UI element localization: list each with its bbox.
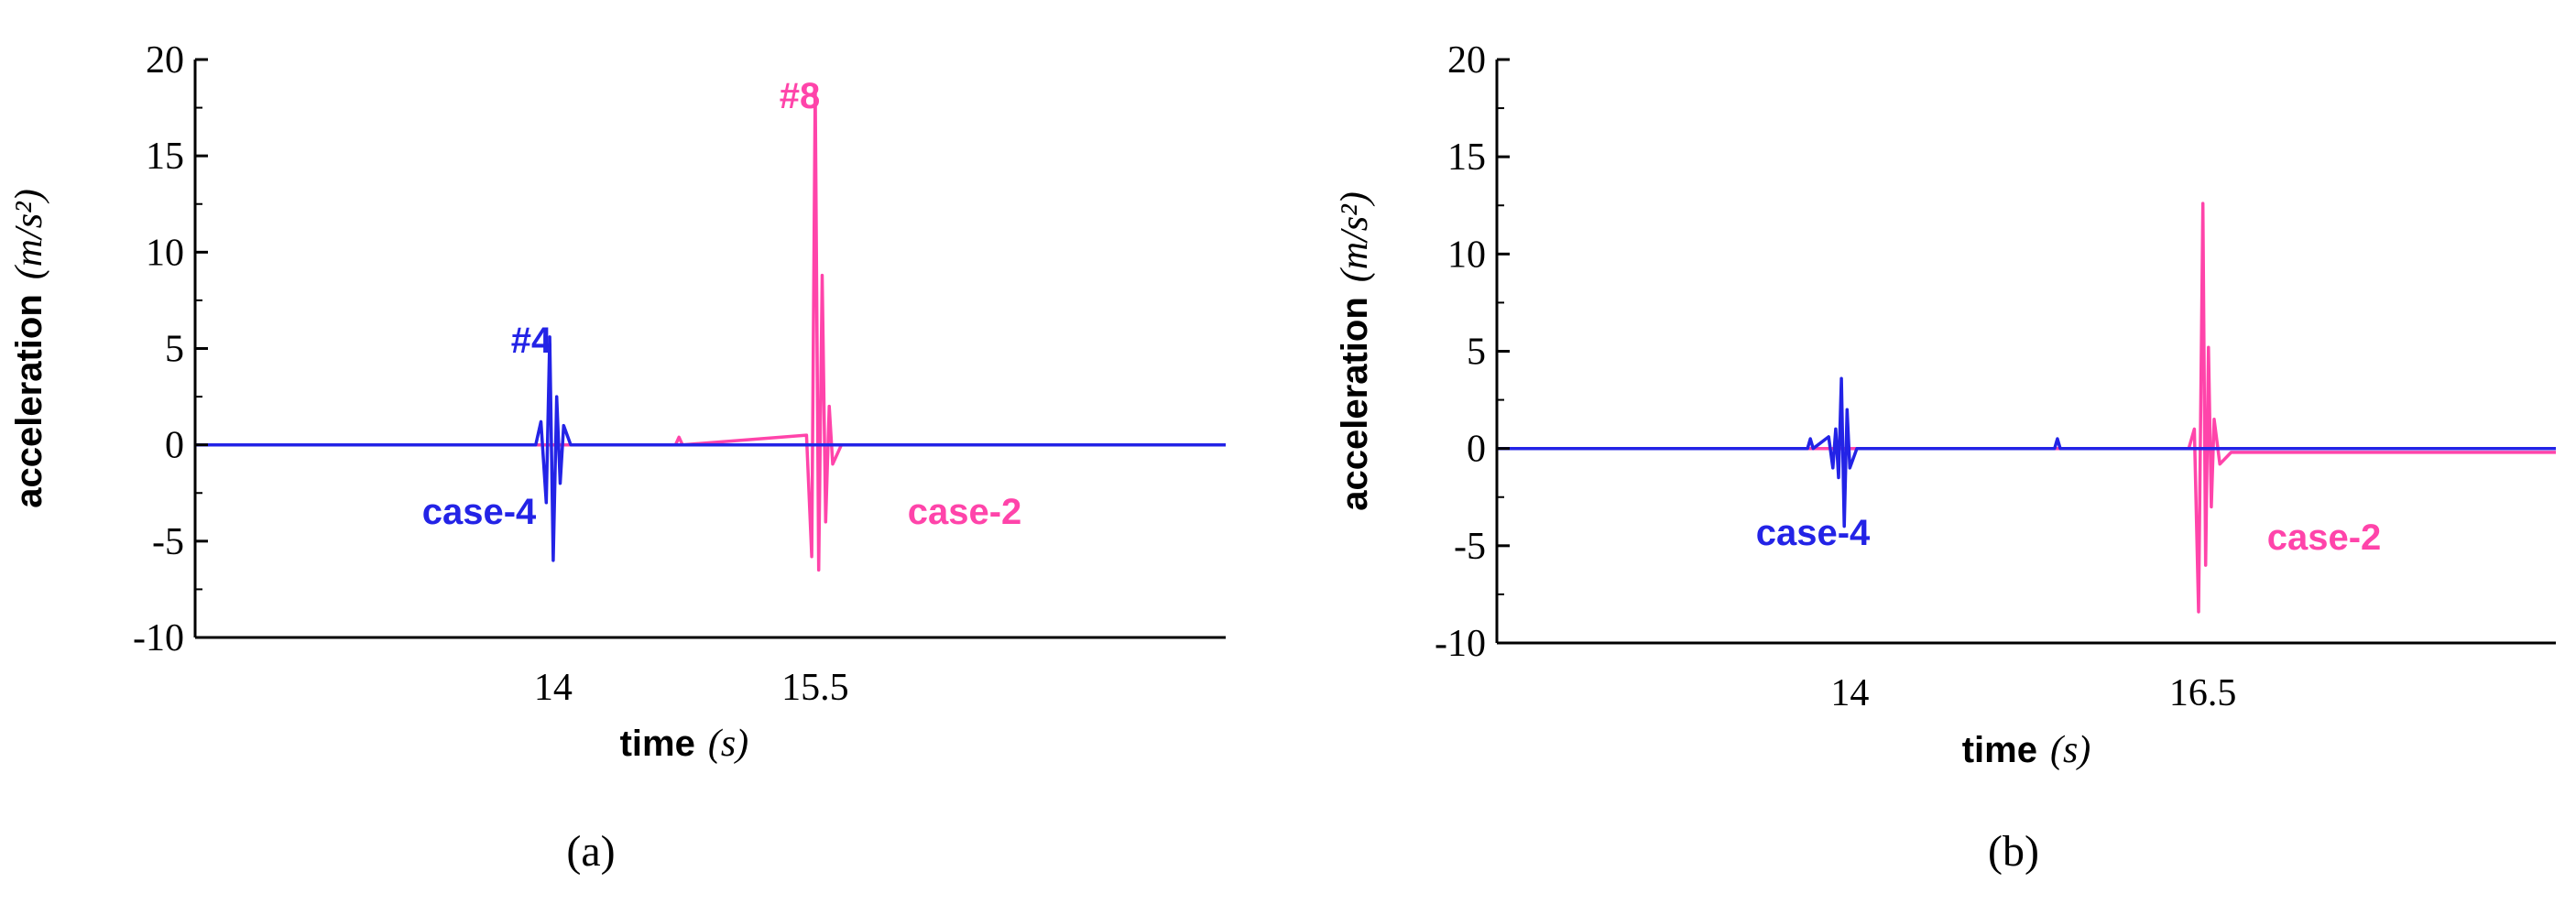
annotation-label: #4 — [511, 321, 552, 361]
y-tick-label: -5 — [1454, 526, 1486, 568]
x-ticks-a: 14 15.5 — [534, 667, 849, 709]
series-case-2 — [1497, 201, 2556, 614]
y-tick-label: -10 — [133, 617, 184, 659]
y-tick-label: 15 — [146, 136, 184, 178]
y-tick-label: 5 — [1467, 332, 1486, 374]
y-axis-label: acceleration (m/s²) — [1334, 191, 1376, 510]
x-axis-label: time (s) — [1962, 729, 2091, 771]
chart-a: -10 -5 0 5 10 15 20 14 15.5 acceleration (m/s²)… — [8, 39, 1226, 876]
x-tick-label: 14 — [534, 667, 573, 709]
annotation-label: case-2 — [2267, 517, 2382, 558]
annotation-label: #8 — [780, 76, 821, 116]
series-case-4 — [195, 335, 1226, 562]
y-tick-label: -10 — [1435, 623, 1486, 665]
y-tick-label: 20 — [146, 39, 184, 82]
y-ticks-b: -10 -5 0 5 10 15 20 — [1435, 39, 1510, 665]
y-ticks-a: -10 -5 0 5 10 15 20 — [133, 39, 208, 659]
x-tick-label: 16.5 — [2169, 672, 2237, 714]
y-tick-label: -5 — [152, 521, 184, 563]
y-tick-label: 15 — [1447, 136, 1486, 179]
x-ticks-b: 14 16.5 — [1830, 672, 2236, 714]
y-tick-label: 10 — [1447, 234, 1486, 276]
plot-lines-a — [195, 84, 1226, 572]
y-tick-label: 0 — [165, 425, 184, 467]
chart-panel-a: -10 -5 0 5 10 15 20 14 15.5 acceleration (m/s²)… — [8, 39, 1226, 876]
chart-b: -10 -5 0 5 10 15 20 14 16.5 acceleration (m/s²)… — [1334, 39, 2556, 876]
annotation-label: case-4 — [422, 492, 537, 532]
annotation-label: case-4 — [1756, 513, 1871, 553]
series-case-2 — [195, 84, 1226, 572]
x-tick-label: 15.5 — [781, 667, 849, 709]
y-tick-label: 0 — [1467, 429, 1486, 471]
plot-lines-b — [1497, 201, 2556, 614]
y-tick-label: 20 — [1447, 39, 1486, 82]
series-case-4 — [1497, 376, 2556, 528]
chart-panel-b: -10 -5 0 5 10 15 20 14 16.5 acceleration (m/s²)… — [1288, 0, 2576, 904]
y-tick-label: 5 — [165, 329, 184, 371]
y-tick-label: 10 — [146, 232, 184, 274]
panel-caption: (a) — [566, 827, 615, 876]
panel-caption: (b) — [1988, 827, 2039, 876]
y-axis-label: acceleration (m/s²) — [8, 189, 50, 507]
x-tick-label: 14 — [1830, 672, 1869, 714]
x-axis-label: time (s) — [620, 723, 749, 765]
annotation-label: case-2 — [908, 492, 1022, 532]
